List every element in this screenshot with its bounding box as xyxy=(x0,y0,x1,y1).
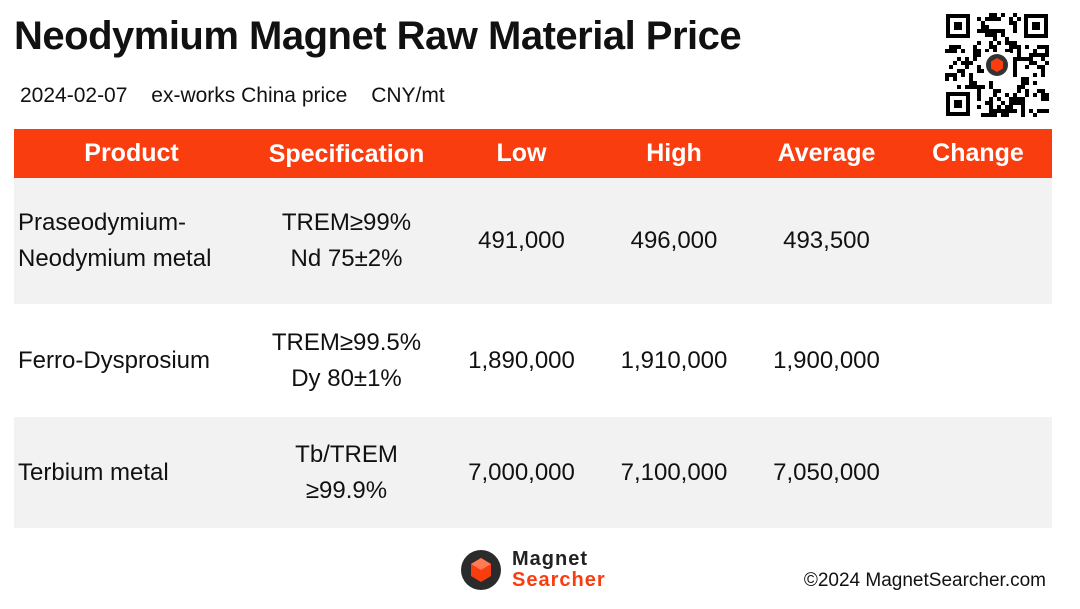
high-price-cell: 496,000 xyxy=(630,227,718,254)
column-header-change: Change xyxy=(932,139,1024,167)
logo-line-magnet: Magnet xyxy=(512,548,588,570)
high-price-cell: 1,910,000 xyxy=(620,346,728,374)
specification-cell: TREM≥99.5% Dy 80±1% xyxy=(271,328,422,392)
high-price-cell: 7,100,000 xyxy=(620,458,728,486)
specification-cell: Tb/TREM ≥99.9% xyxy=(295,440,398,504)
product-cell: Praseodymium- Neodymium metal xyxy=(18,209,212,272)
page-title: Neodymium Magnet Raw Material Price xyxy=(14,14,742,58)
specification-cell: TREM≥99% Nd 75±2% xyxy=(281,209,412,272)
copyright-text: ©2024 MagnetSearcher.com xyxy=(803,570,1046,591)
brand-logo: Magnet Searcher xyxy=(460,549,606,591)
qr-code-icon xyxy=(944,12,1050,118)
low-price-cell: 491,000 xyxy=(478,227,565,254)
price-date: 2024-02-07 xyxy=(20,84,128,107)
price-basis: ex-works China price xyxy=(151,84,348,107)
table-row: Ferro-Dysprosium TREM≥99.5% Dy 80±1% 1,8… xyxy=(14,304,1052,417)
column-header-product: Product xyxy=(84,139,179,167)
table-row: Praseodymium- Neodymium metal TREM≥99% N… xyxy=(14,178,1052,304)
product-cell: Terbium metal xyxy=(18,458,169,486)
magnet-searcher-logo-icon xyxy=(461,550,501,590)
column-header-average: Average xyxy=(777,139,876,167)
logo-line-searcher: Searcher xyxy=(512,569,606,591)
price-unit: CNY/mt xyxy=(371,84,445,107)
column-header-high: High xyxy=(646,139,702,167)
average-price-cell: 7,050,000 xyxy=(773,458,880,486)
column-header-specification: Specification xyxy=(268,139,425,168)
table-header: Product Specification Low High Average C… xyxy=(14,129,1052,178)
low-price-cell: 1,890,000 xyxy=(468,346,575,374)
price-meta: 2024-02-07 ex-works China price CNY/mt xyxy=(20,84,463,108)
low-price-cell: 7,000,000 xyxy=(468,458,575,486)
column-header-low: Low xyxy=(496,139,547,167)
average-price-cell: 493,500 xyxy=(783,227,870,254)
product-cell: Ferro-Dysprosium xyxy=(18,346,211,374)
average-price-cell: 1,900,000 xyxy=(773,346,880,374)
price-table: Product Specification Low High Average C… xyxy=(14,129,1052,528)
table-row: Terbium metal Tb/TREM ≥99.9% 7,000,000 7… xyxy=(14,417,1052,528)
